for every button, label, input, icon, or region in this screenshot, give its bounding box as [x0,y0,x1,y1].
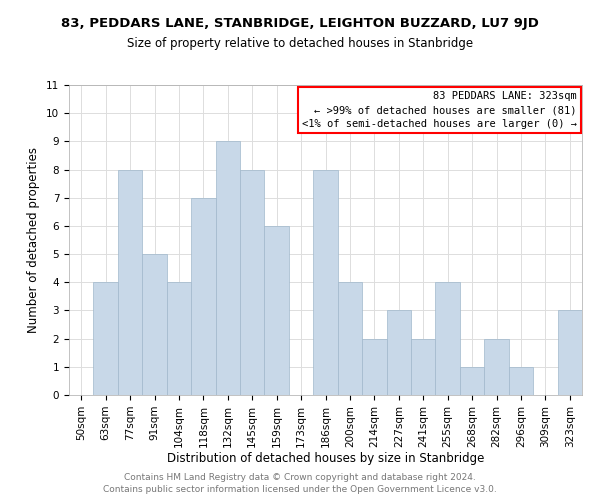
Bar [338,282,362,395]
Text: Contains public sector information licensed under the Open Government Licence v3: Contains public sector information licen… [103,485,497,494]
Bar [215,142,240,395]
Bar [167,282,191,395]
Bar [313,170,338,395]
Bar [557,310,582,395]
Bar [94,282,118,395]
Text: 83 PEDDARS LANE: 323sqm
← >99% of detached houses are smaller (81)
<1% of semi-d: 83 PEDDARS LANE: 323sqm ← >99% of detach… [302,91,577,129]
Text: 83, PEDDARS LANE, STANBRIDGE, LEIGHTON BUZZARD, LU7 9JD: 83, PEDDARS LANE, STANBRIDGE, LEIGHTON B… [61,18,539,30]
Bar [362,338,386,395]
Bar [460,367,484,395]
Bar [265,226,289,395]
Bar [411,338,436,395]
X-axis label: Distribution of detached houses by size in Stanbridge: Distribution of detached houses by size … [167,452,484,466]
Bar [118,170,142,395]
Text: Contains HM Land Registry data © Crown copyright and database right 2024.: Contains HM Land Registry data © Crown c… [124,472,476,482]
Bar [436,282,460,395]
Bar [386,310,411,395]
Text: Size of property relative to detached houses in Stanbridge: Size of property relative to detached ho… [127,38,473,51]
Bar [240,170,265,395]
Bar [142,254,167,395]
Bar [191,198,215,395]
Bar [484,338,509,395]
Y-axis label: Number of detached properties: Number of detached properties [28,147,40,333]
Bar [509,367,533,395]
